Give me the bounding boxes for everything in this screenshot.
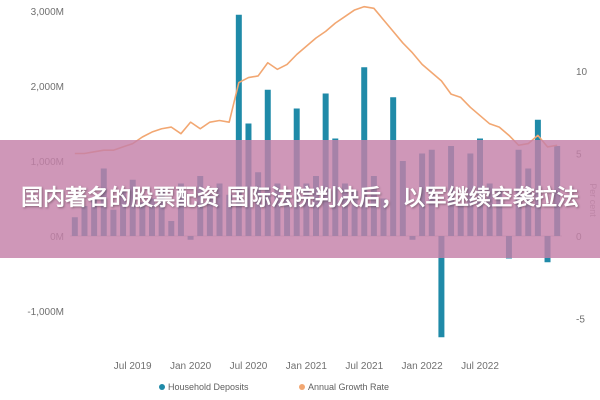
y-right-tick-label: 10 — [576, 67, 588, 78]
y-left-tick-label: 3,000M — [31, 7, 64, 18]
line-annual-growth-rate — [74, 5, 558, 155]
legend-marker-household-deposits — [159, 384, 165, 390]
x-tick-label: Jan 2021 — [286, 361, 328, 372]
x-tick-label: Jul 2022 — [461, 361, 499, 372]
bar-household-deposits — [438, 236, 445, 338]
x-tick-label: Jan 2022 — [402, 361, 444, 372]
x-tick-label: Jul 2019 — [114, 361, 152, 372]
banner-headline: 国内著名的股票配资 国际法院判决后，以军继续空袭拉法 — [21, 186, 579, 211]
legend-marker-annual-growth-rate — [299, 384, 305, 390]
bar-household-deposits — [235, 14, 242, 236]
x-tick-label: Jul 2020 — [230, 361, 268, 372]
y-left-tick-label: -1,000M — [27, 307, 64, 318]
overlay-banner: 国内著名的股票配资 国际法院判决后，以军继续空袭拉法 — [0, 140, 600, 258]
legend-label-household-deposits: Household Deposits — [168, 382, 249, 392]
x-tick-label: Jul 2021 — [345, 361, 383, 372]
y-left-tick-label: 2,000M — [31, 82, 64, 93]
y-right-tick-label: -5 — [576, 315, 585, 326]
x-tick-label: Jan 2020 — [170, 361, 212, 372]
legend-label-annual-growth-rate: Annual Growth Rate — [308, 382, 389, 392]
